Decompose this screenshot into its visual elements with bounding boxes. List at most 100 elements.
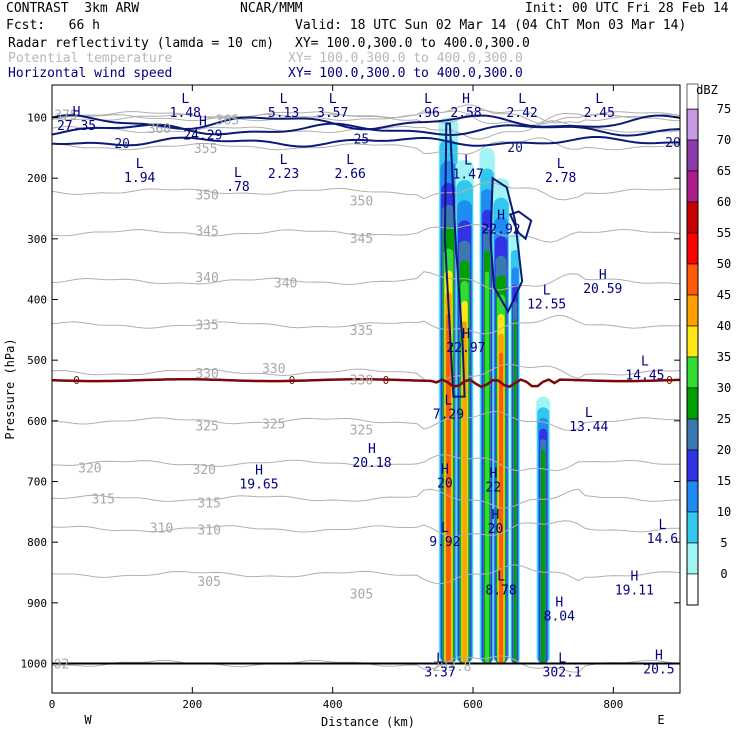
theta-contour-label: 340 [195,271,218,286]
model-title: CONTRAST 3km ARW [6,1,140,16]
x-tick-label: 800 [603,698,623,711]
extremum-value: 27.35 [57,119,96,134]
extremum-value: 5.13 [268,106,299,121]
extremum-value: 302.1 [543,666,582,681]
wind-contour-label: 20 [114,137,130,152]
field3-name: Horizontal wind speed [8,66,173,81]
extremum-value: 3.57 [317,106,348,121]
colorbar-level-label: 50 [717,257,731,271]
freezing-level-label: 0 [289,374,296,387]
y-tick-label: 200 [27,172,47,185]
extremum-value: 22 [486,481,502,496]
theta-contour-label: 350 [350,195,373,210]
extremum-marker: L [424,92,432,107]
theta-contour-line [52,454,680,472]
colorbar-swatch [686,542,699,575]
wind-speed-contour-line [52,114,680,131]
extremum-value: 20.59 [583,282,622,297]
colorbar-level-label: 60 [717,195,731,209]
freezing-level-label: 0 [666,374,673,387]
theta-contour-line [52,109,680,127]
y-tick-label: 1000 [21,658,48,671]
extremum-value: 2.58 [450,106,481,121]
theta-contour-label: 325 [195,420,218,435]
theta-contour-label: 335 [195,318,218,333]
y-tick-label: 300 [27,233,47,246]
theta-contour-label: 350 [195,189,218,204]
theta-contour-label: 325 [350,423,373,438]
theta-contour-label: 330 [195,367,218,382]
extremum-marker: H [555,596,563,611]
colorbar-swatch [686,449,699,482]
extremum-marker: L [518,92,526,107]
extremum-marker: L [558,652,566,667]
extremum-value: 20 [488,522,504,537]
extremum-marker: H [199,115,207,130]
extremum-marker: L [234,166,242,181]
theta-contour-line [52,271,680,291]
wind-contour-label: 25 [354,133,370,148]
extremum-value: 19.65 [239,477,278,492]
theta-contour-label: 365 [216,113,239,128]
wind-speed-contour-line [443,122,466,398]
colorbar-level-label: 20 [717,443,731,457]
extremum-marker: H [73,105,81,120]
reflectivity-cell-band [484,271,490,664]
colorbar-level-label: 35 [717,350,731,364]
colorbar-level-label: 45 [717,288,731,302]
institution-label: NCAR/MMM [240,1,303,16]
extremum-marker: H [441,462,449,477]
extremum-value: 1.47 [452,167,483,182]
colorbar-swatch [686,201,699,234]
theta-contour-label: 345 [195,224,218,239]
theta-contour-line [52,564,680,585]
colorbar-level-label: 65 [717,164,731,178]
theta-contour-line [52,488,680,509]
field1-name: Radar reflectivity (lamda = 10 cm) [8,36,275,51]
y-axis-title: Pressure (hPa) [3,338,17,439]
field1-xy: XY= 100.0,300.0 to 400.0,300.0 [295,36,530,51]
extremum-marker: H [492,508,500,523]
y-tick-label: 800 [27,536,47,549]
extremum-marker: L [280,92,288,107]
extremum-marker: H [255,463,263,478]
colorbar-swatch [686,511,699,544]
theta-contour-label: 325 [262,417,285,432]
freezing-level-label: 0 [73,374,80,387]
extremum-marker: H [497,209,505,224]
extremum-value: 1.48 [170,106,201,121]
x-tick-label: 400 [323,698,343,711]
theta-contour-label: 340 [274,277,297,292]
y-tick-label: 100 [27,112,47,125]
extremum-marker: L [441,521,449,536]
extremum-marker: L [181,92,189,107]
wind-speed-contour-line [489,176,524,314]
theta-contour-label: 345 [350,232,373,247]
x-tick-label: 0 [49,698,56,711]
extremum-marker: L [659,518,667,533]
extremum-value: 2.45 [584,106,615,121]
theta-contour-label: 330 [262,362,285,377]
theta-contour-label: 315 [197,497,220,512]
extremum-marker: H [599,268,607,283]
extremum-value: 12.55 [527,297,566,312]
y-tick-label: 900 [27,597,47,610]
extremum-value: 19.11 [615,584,654,599]
extremum-marker: H [462,327,470,342]
colorbar-swatch [686,263,699,296]
extremum-value: 20.18 [352,456,391,471]
extremum-marker: L [445,394,453,409]
extremum-marker: L [585,406,593,421]
theta-contour-line [52,363,680,382]
extremum-marker: L [136,157,144,172]
extremum-value: .96 [416,106,439,121]
wind-speed-contour-line [52,136,680,148]
colorbar-swatch [686,418,699,451]
extremum-value: 22.92 [482,223,521,238]
extremum-value: 20 [437,476,453,491]
y-tick-label: 500 [27,354,47,367]
reflectivity-cell-band [541,449,546,664]
extremum-value: 9.92 [429,535,460,550]
colorbar-level-label: 0 [720,567,727,581]
